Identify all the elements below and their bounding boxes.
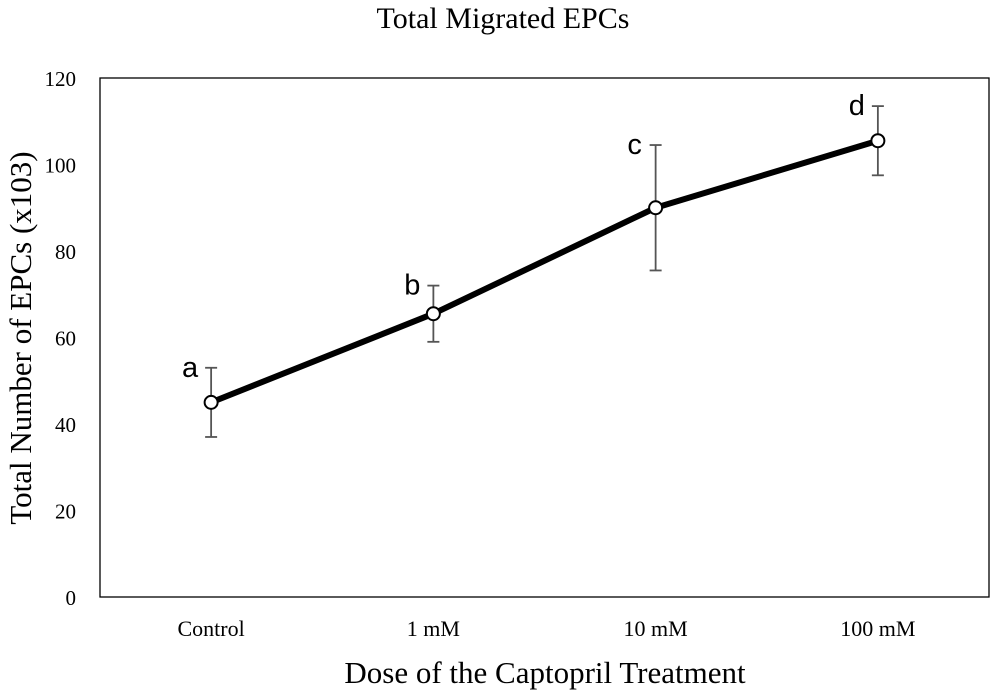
y-tick-label: 40 [55,413,76,437]
point-label: d [849,90,865,122]
point-label: b [404,270,420,302]
x-tick-label: Control [178,616,245,641]
y-axis-ticks: 0 20 40 60 80 100 120 [45,67,77,610]
data-point [870,133,886,149]
data-points [203,133,886,410]
series-line [208,137,881,406]
x-axis-ticks: Control 1 mM 10 mM 100 mM [178,616,916,641]
data-point [425,306,441,322]
x-tick-label: 100 mM [840,616,915,641]
point-label: a [182,352,199,384]
y-tick-label: 100 [45,154,77,178]
y-axis-label: Total Number of EPCs (x103) [3,151,38,524]
x-tick-label: 10 mM [624,616,688,641]
x-axis-label: Dose of the Captopril Treatment [344,655,746,690]
data-point [648,200,664,216]
point-labels: a b c d [182,90,865,384]
y-tick-label: 120 [45,67,77,91]
series-line-group [208,137,881,406]
y-tick-label: 0 [66,586,77,610]
plot-frame [99,77,990,598]
chart-title: Total Migrated EPCs [377,2,630,35]
x-tick-label: 1 mM [407,616,460,641]
point-label: c [627,129,642,161]
y-tick-label: 60 [55,327,76,351]
data-point [203,394,219,410]
y-tick-label: 20 [55,500,76,524]
y-tick-label: 80 [55,240,76,264]
error-bars [205,105,884,438]
